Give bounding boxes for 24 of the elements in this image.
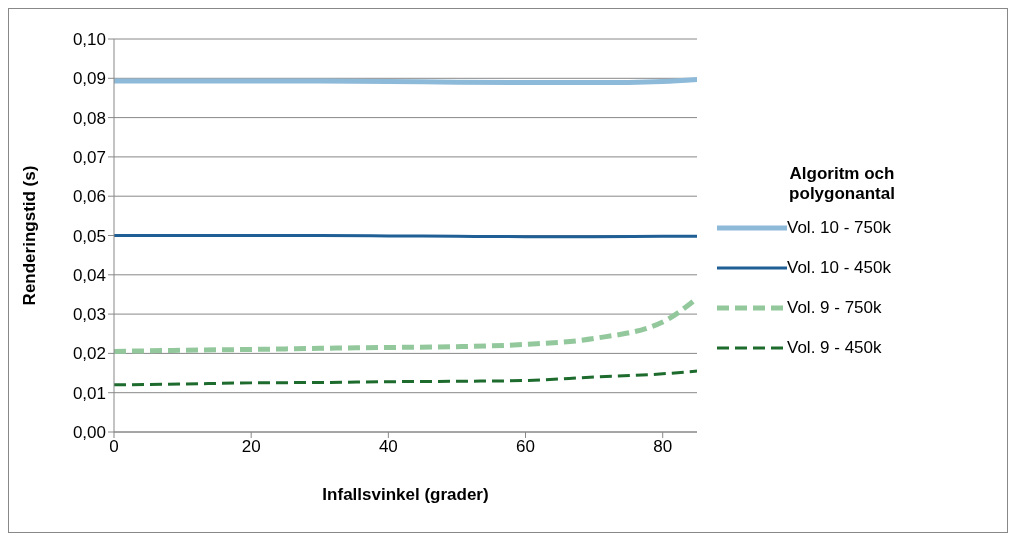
y-tick-label: 0,10 [72,30,106,50]
y-tick-label: 0,08 [72,108,106,128]
y-tick-label: 0,00 [72,423,106,443]
legend-title: Algoritm och polygonantal [788,163,896,204]
y-tick-label: 0,09 [72,69,106,89]
line-series [114,369,697,387]
y-tick-label: 0,04 [72,265,106,285]
y-tick-label: 0,02 [72,344,106,364]
y-axis-title: Renderingstid (s) [20,165,40,306]
y-tick-label: 0,06 [72,187,106,207]
x-tick-label: 80 [653,437,673,457]
y-tick-label: 0,05 [72,226,106,246]
legend-label: Vol. 10 - 450k [787,257,891,278]
x-tick-label: 60 [516,437,535,457]
legend-label: Vol. 9 - 450k [787,337,882,358]
y-tick-label: 0,07 [72,147,106,167]
x-axis-title: Infallsvinkel (grader) [322,485,489,504]
x-tick-label: 40 [378,437,398,457]
legend-label: Vol. 10 - 750k [787,217,891,238]
x-tick-label: 0 [109,437,119,457]
x-tick-label: 20 [241,437,261,457]
y-tick-label: 0,03 [72,305,106,325]
legend-label: Vol. 9 - 750k [787,297,882,318]
y-tick-label: 0,01 [72,383,106,403]
